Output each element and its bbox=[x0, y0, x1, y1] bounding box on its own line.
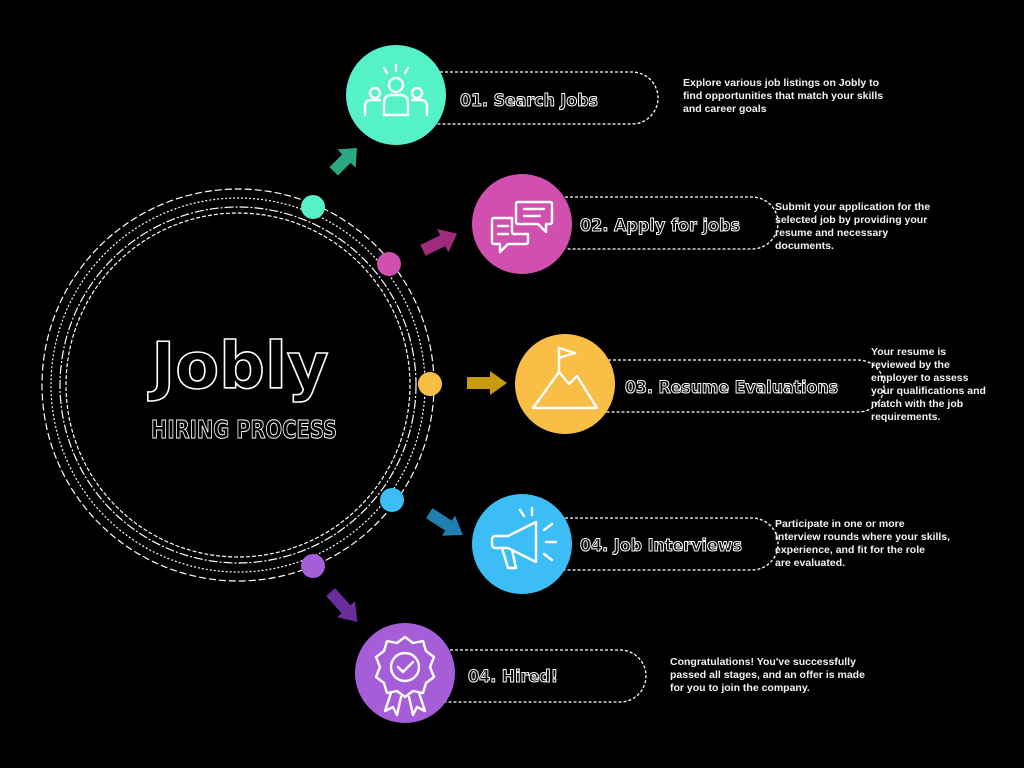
ring-dot-step-1 bbox=[301, 195, 325, 219]
team-icon bbox=[363, 63, 429, 117]
step-description-2: Submit your application for the selected… bbox=[775, 201, 995, 253]
description-line: Participate in one or more bbox=[775, 518, 905, 530]
megaphone-icon bbox=[490, 506, 558, 570]
description-line: your qualifications and bbox=[871, 385, 986, 397]
ring-dot-step-5 bbox=[301, 554, 325, 578]
arrow-step-2 bbox=[420, 229, 458, 256]
description-line: find opportunities that match your skill… bbox=[683, 90, 884, 102]
pill-step-5 bbox=[414, 649, 647, 703]
brand-subtitle: HIRING PROCESS bbox=[151, 415, 337, 444]
step-description-3: Your resume is reviewed by the employer … bbox=[871, 346, 1021, 424]
step-label-2: 02. Apply for jobs bbox=[580, 216, 740, 236]
description-line: experience, and fit for the role bbox=[775, 544, 925, 556]
description-line: Explore various job listings on Jobly to bbox=[683, 77, 880, 89]
description-line: match with the job bbox=[871, 398, 964, 410]
step-label-4: 04. Job Interviews bbox=[580, 536, 742, 556]
step-description-1: Explore various job listings on Jobly to… bbox=[683, 77, 933, 116]
description-line: reviewed by the bbox=[871, 359, 950, 371]
description-line: interview rounds where your skills, bbox=[775, 531, 951, 543]
ring-dot-step-2 bbox=[377, 252, 401, 276]
arrow-step-1 bbox=[329, 147, 358, 176]
description-line: documents. bbox=[775, 240, 834, 252]
pill-step-1 bbox=[404, 71, 659, 125]
pill-step-4 bbox=[534, 517, 779, 571]
description-line: for you to join the company. bbox=[670, 682, 810, 694]
step-circle-4 bbox=[472, 494, 572, 594]
description-line: are evaluated. bbox=[775, 557, 846, 569]
description-line: selected job by providing your bbox=[775, 214, 928, 226]
pill-step-2 bbox=[534, 196, 779, 250]
description-line: Submit your application for the bbox=[775, 201, 931, 213]
step-description-4: Participate in one or more interview rou… bbox=[775, 518, 1005, 570]
chat-bubbles-icon bbox=[490, 200, 554, 254]
award-badge-icon bbox=[374, 635, 436, 717]
brand-title: Jobly bbox=[147, 330, 328, 404]
ring-dot-step-4 bbox=[380, 488, 404, 512]
description-line: resume and necessary bbox=[775, 227, 889, 239]
description-line: passed all stages, and an offer is made bbox=[670, 669, 865, 681]
ring-dot-step-3 bbox=[418, 372, 442, 396]
pill-step-3 bbox=[577, 359, 885, 413]
description-line: and career goals bbox=[683, 103, 767, 115]
step-label-3: 03. Resume Evaluations bbox=[625, 378, 838, 398]
step-description-5: Congratulations! You've successfully pas… bbox=[670, 656, 930, 695]
arrow-step-3 bbox=[467, 371, 507, 395]
description-line: Congratulations! You've successfully bbox=[670, 656, 856, 668]
mountain-flag-icon bbox=[531, 346, 599, 410]
step-label-5: 04. Hired! bbox=[468, 667, 558, 687]
step-label-1: 01. Search Jobs bbox=[460, 91, 598, 111]
description-line: employer to assess bbox=[871, 372, 969, 384]
description-line: requirements. bbox=[871, 411, 941, 423]
arrow-step-5 bbox=[326, 588, 358, 622]
arrow-step-4 bbox=[425, 508, 463, 536]
description-line: Your resume is bbox=[871, 346, 947, 358]
step-circle-5 bbox=[355, 623, 455, 723]
